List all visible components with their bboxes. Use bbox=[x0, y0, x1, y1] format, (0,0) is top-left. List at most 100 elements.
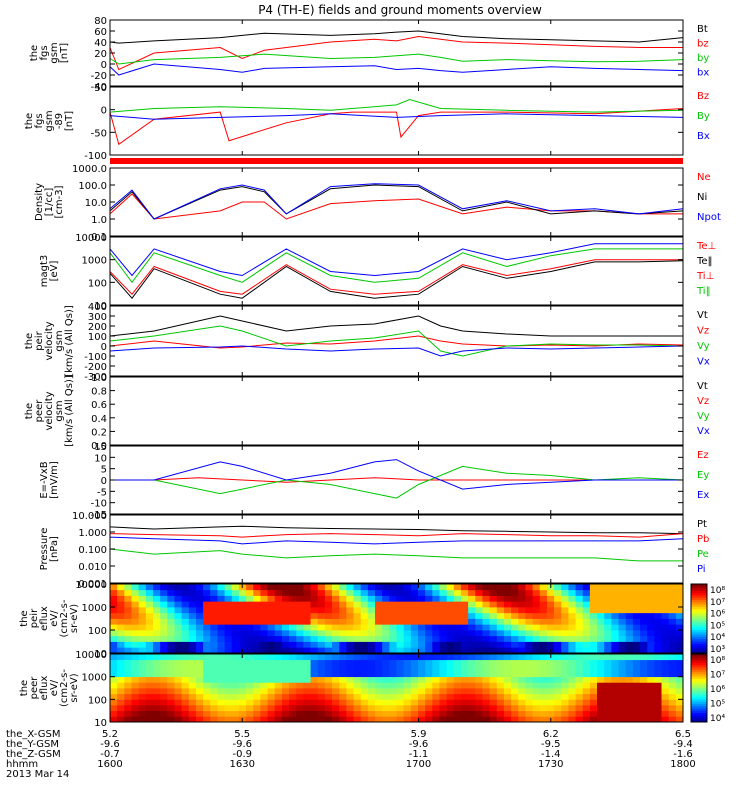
panel-density: NeNiNpot1000.0100.010.01.00.1Density[1/c… bbox=[34, 164, 721, 243]
spectrogram-cell bbox=[468, 584, 476, 591]
spectrogram-cell bbox=[367, 671, 376, 678]
spectrogram-cell bbox=[324, 612, 333, 619]
spectrogram-cell bbox=[640, 688, 648, 695]
spectrogram-cell bbox=[138, 630, 147, 637]
spectrogram-cell bbox=[647, 595, 655, 602]
y-axis-label-line: [1/cc] bbox=[44, 188, 55, 217]
spectrogram-cell bbox=[174, 595, 183, 602]
panel-frame bbox=[109, 86, 684, 156]
spectrogram-cell bbox=[417, 654, 426, 661]
y-axis-label-line: velocity bbox=[44, 391, 55, 430]
spectrogram-cell bbox=[346, 665, 354, 672]
spectrogram-cell bbox=[253, 676, 261, 683]
spectrogram-cell bbox=[188, 705, 197, 712]
spectrogram-cell bbox=[389, 654, 397, 661]
spectrogram-cell bbox=[339, 659, 347, 666]
spectrogram-cell bbox=[561, 676, 569, 683]
y-tick-label: 10000 bbox=[75, 580, 107, 591]
spectrogram-cell bbox=[575, 584, 584, 591]
spectrogram-cell bbox=[238, 671, 247, 678]
spectrogram-cell bbox=[611, 716, 619, 723]
spectrogram-cell bbox=[482, 671, 491, 678]
spectrogram-cell bbox=[446, 716, 455, 723]
spectrogram-cell bbox=[317, 647, 326, 654]
spectrogram-cell bbox=[296, 676, 304, 683]
spectrogram-cell bbox=[446, 612, 455, 619]
spectrogram-cell bbox=[152, 699, 161, 706]
spectrogram-cell bbox=[231, 601, 240, 608]
spectrogram-cell bbox=[675, 630, 684, 637]
spectrogram-cell bbox=[532, 630, 541, 637]
spectrogram-cell bbox=[453, 710, 462, 717]
spectrogram-cell bbox=[539, 624, 548, 631]
spectrogram-cell bbox=[554, 654, 562, 661]
spectrogram-cell bbox=[274, 595, 283, 602]
spectrogram-cell bbox=[253, 659, 261, 666]
x-axis-value: 1700 bbox=[406, 759, 431, 770]
spectrogram-cell bbox=[138, 682, 147, 689]
spectrogram-cell bbox=[525, 654, 533, 661]
spectrogram-cell bbox=[317, 589, 326, 596]
spectrogram-cell bbox=[117, 699, 125, 706]
spectrogram-cell bbox=[138, 607, 147, 614]
spectrogram-cell bbox=[117, 682, 125, 689]
spectrogram-cell bbox=[375, 710, 383, 717]
spectrogram-cell bbox=[181, 676, 190, 683]
spectrogram-cell bbox=[124, 647, 132, 654]
spectrogram-cell bbox=[317, 635, 326, 642]
spectrogram-cell bbox=[417, 641, 426, 648]
spectrogram-cell bbox=[632, 693, 641, 700]
spectrogram-cell bbox=[561, 624, 569, 631]
spectrogram-cell bbox=[267, 584, 276, 591]
spectrogram-cell bbox=[210, 676, 218, 683]
spectrogram-cell bbox=[453, 699, 462, 706]
legend-entry: bx bbox=[697, 68, 709, 79]
spectrogram-cell bbox=[589, 710, 598, 717]
spectrogram-cell bbox=[604, 647, 612, 654]
spectrogram-cell bbox=[625, 618, 634, 625]
spectrogram-cell bbox=[618, 659, 627, 666]
legend-entry: Bt bbox=[697, 24, 708, 35]
y-tick-label: 1.000 bbox=[78, 528, 107, 539]
y-tick-label: 0.1 bbox=[91, 232, 107, 243]
spectrogram-cell bbox=[482, 635, 491, 642]
colorbar-segment bbox=[691, 634, 707, 638]
spectrogram-cell bbox=[425, 665, 433, 672]
spectrogram-cell bbox=[561, 671, 569, 678]
spectrogram-cell bbox=[475, 688, 483, 695]
spectrogram-cell bbox=[317, 618, 326, 625]
spectrogram-cell bbox=[181, 665, 190, 672]
spectrogram-cell bbox=[217, 635, 225, 642]
spectrogram-cell bbox=[611, 624, 619, 631]
spectrogram-cell bbox=[289, 618, 297, 625]
spectrogram-cell bbox=[675, 693, 684, 700]
spectrogram-cell bbox=[145, 612, 154, 619]
legend-entry: Pt bbox=[697, 519, 707, 530]
spectrogram-cell bbox=[439, 641, 448, 648]
spectrogram-cell bbox=[339, 607, 347, 614]
spectrogram-cell bbox=[367, 612, 376, 619]
series-magt3-Te‖ bbox=[109, 260, 684, 299]
spectrogram-cell bbox=[554, 589, 562, 596]
spectrogram-cell bbox=[152, 601, 161, 608]
y-tick-label: 1000.0 bbox=[72, 164, 107, 175]
y-tick-label: -50 bbox=[91, 128, 107, 139]
spectrogram-cell bbox=[518, 716, 526, 723]
y-axis-label-line: peer bbox=[29, 676, 40, 700]
spectrogram-cell bbox=[296, 659, 304, 666]
spectrogram-cell bbox=[360, 693, 369, 700]
spectrogram-cell bbox=[317, 699, 326, 706]
spectrogram-cell bbox=[124, 584, 132, 591]
spectrogram-cell bbox=[339, 710, 347, 717]
spectrogram-cell bbox=[468, 671, 476, 678]
spectrogram-cell bbox=[396, 693, 405, 700]
spectrogram-cell bbox=[453, 676, 462, 683]
spectrogram-cell bbox=[195, 676, 204, 683]
spectrogram-cell bbox=[654, 601, 662, 608]
spectrogram-cell bbox=[367, 618, 376, 625]
y-axis-label-line: fgs bbox=[39, 45, 50, 60]
spectrogram-cell bbox=[145, 705, 154, 712]
colorbar-segment bbox=[691, 650, 707, 654]
spectrogram-cell bbox=[160, 682, 168, 689]
